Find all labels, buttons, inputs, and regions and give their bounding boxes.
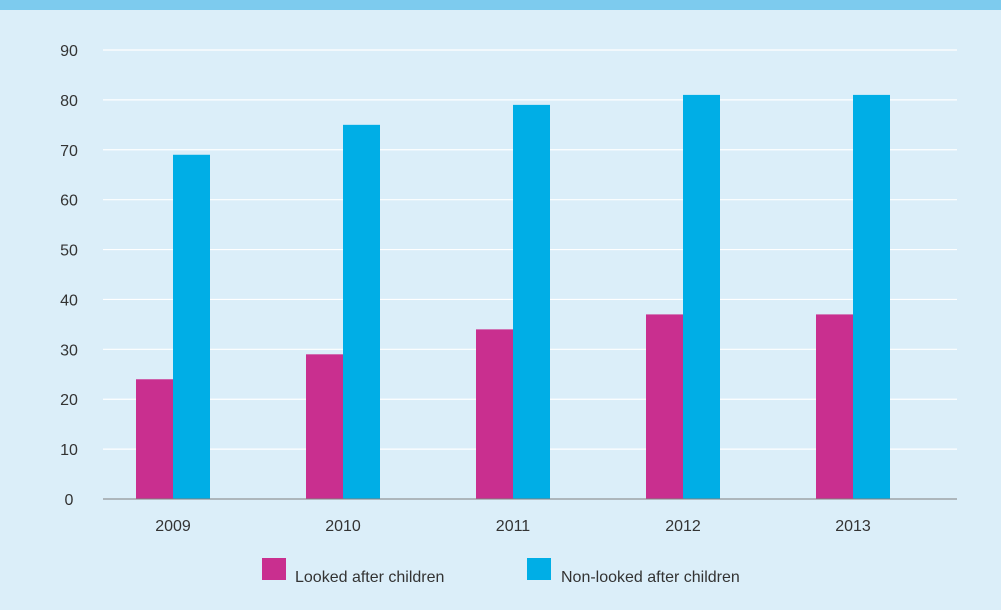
y-tick-label: 90 bbox=[60, 43, 78, 60]
legend: Looked after children Non-looked after ch… bbox=[262, 558, 740, 586]
x-tick-label: 2011 bbox=[496, 518, 531, 535]
x-tick-label: 2012 bbox=[665, 518, 701, 535]
bar-non-looked-after-2011 bbox=[513, 104, 550, 499]
legend-swatch-non-looked-after bbox=[527, 558, 551, 580]
gridlines bbox=[103, 49, 957, 450]
bar-looked-after-2009 bbox=[136, 379, 173, 499]
legend-label-non-looked-after: Non-looked after children bbox=[561, 569, 740, 586]
bar-looked-after-2010 bbox=[306, 354, 343, 499]
bar-non-looked-after-2009 bbox=[173, 154, 210, 499]
y-tick-label: 10 bbox=[60, 442, 78, 459]
y-tick-label: 40 bbox=[60, 292, 78, 309]
legend-label-looked-after: Looked after children bbox=[295, 569, 444, 586]
bar-looked-after-2011 bbox=[476, 329, 513, 499]
bar-looked-after-2012 bbox=[646, 314, 683, 499]
bars bbox=[136, 94, 890, 500]
y-tick-label: 50 bbox=[60, 243, 78, 260]
x-tick-label: 2013 bbox=[835, 518, 871, 535]
y-tick-label: 20 bbox=[60, 392, 78, 409]
y-tick-label: 60 bbox=[60, 193, 78, 210]
y-tick-label: 0 bbox=[65, 492, 74, 509]
y-tick-label: 30 bbox=[60, 342, 78, 359]
bar-non-looked-after-2010 bbox=[343, 124, 380, 499]
y-tick-label: 70 bbox=[60, 143, 78, 160]
bar-looked-after-2013 bbox=[816, 314, 853, 499]
y-tick-label: 80 bbox=[60, 93, 78, 110]
top-band bbox=[0, 0, 1001, 10]
legend-swatch-looked-after bbox=[262, 558, 286, 580]
bar-non-looked-after-2013 bbox=[853, 94, 890, 500]
x-tick-label: 2010 bbox=[325, 518, 361, 535]
bar-non-looked-after-2012 bbox=[683, 94, 720, 500]
axes: 0 10 20 30 40 50 60 70 80 90 2009 2010 2011 2012 2013 bbox=[60, 43, 957, 535]
x-tick-label: 2009 bbox=[155, 518, 191, 535]
